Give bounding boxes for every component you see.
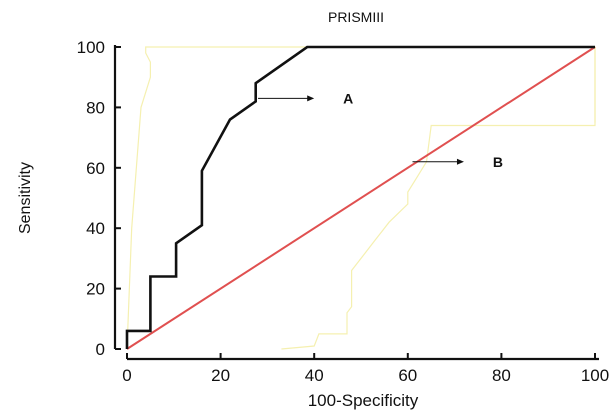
arrow-head-icon bbox=[307, 95, 315, 102]
chart-title: PRISMIII bbox=[328, 9, 384, 25]
y-tick-label: 80 bbox=[86, 98, 105, 117]
confidence-band-lower bbox=[281, 47, 596, 350]
annotation-label: A bbox=[343, 90, 353, 106]
annotations: AB bbox=[258, 90, 503, 170]
arrow-head-icon bbox=[456, 158, 464, 165]
y-axis-label: Sensitivity bbox=[17, 162, 34, 234]
roc-curve-a bbox=[125, 45, 595, 349]
x-tick-label: 20 bbox=[211, 366, 230, 385]
y-tick-label: 0 bbox=[96, 340, 105, 359]
y-tick-label: 100 bbox=[77, 38, 105, 57]
x-tick-label: 40 bbox=[305, 366, 324, 385]
x-axis-label: 100-Specificity bbox=[308, 391, 419, 410]
y-tick-label: 60 bbox=[86, 159, 105, 178]
y-tick-label: 20 bbox=[86, 280, 105, 299]
x-tick-label: 80 bbox=[492, 366, 511, 385]
x-tick-label: 100 bbox=[581, 366, 609, 385]
x-tick-label: 0 bbox=[122, 366, 131, 385]
y-tick-label: 40 bbox=[86, 219, 105, 238]
ticks: 0 20 40 60 80 100 0 20 40 60 80 100 bbox=[77, 38, 610, 385]
axes bbox=[113, 45, 599, 361]
reference-line-b bbox=[126, 46, 596, 350]
x-tick-label: 60 bbox=[398, 366, 417, 385]
plot-marks bbox=[125, 45, 596, 350]
annotation-label: B bbox=[493, 154, 503, 170]
